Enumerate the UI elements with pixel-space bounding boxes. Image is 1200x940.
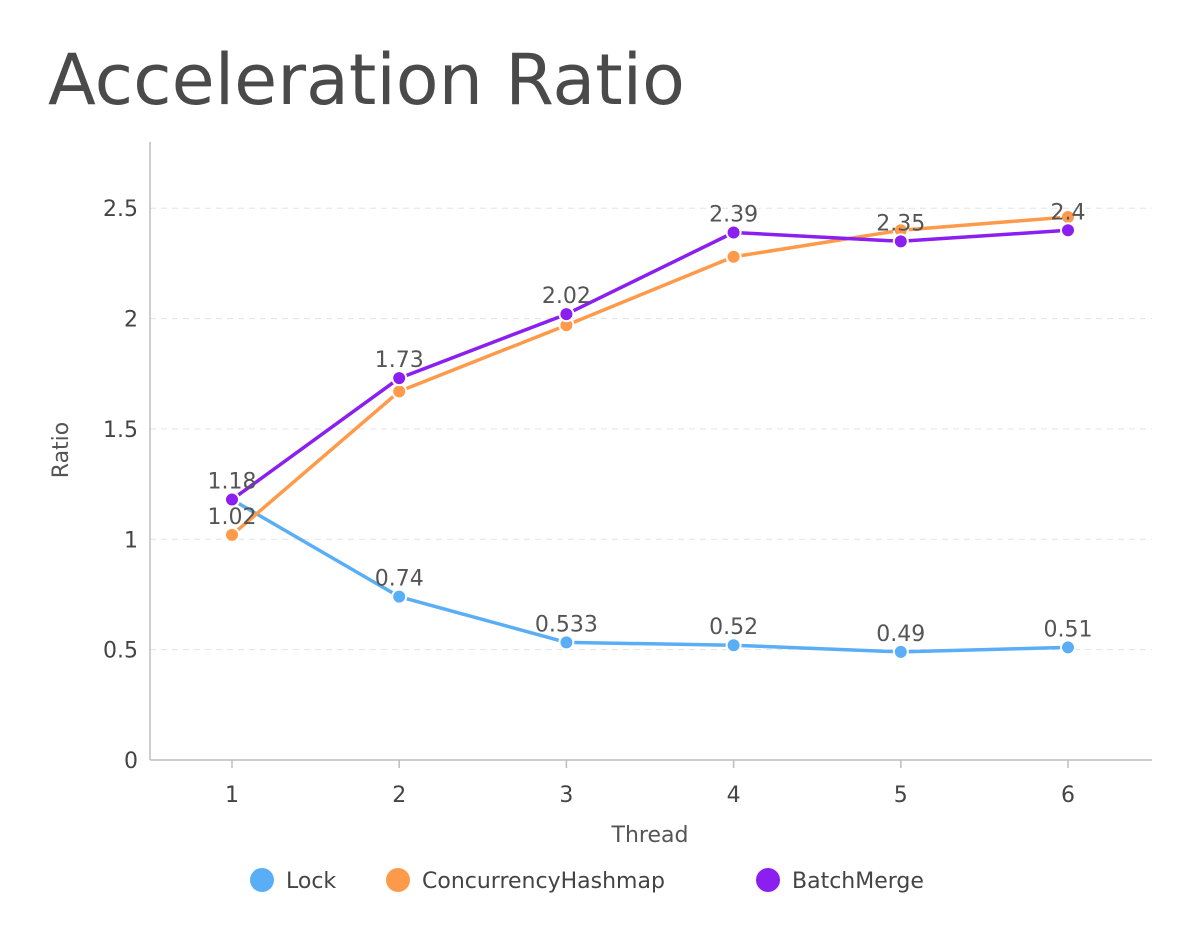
y-tick-label: 1.5 [103, 418, 138, 443]
legend-label: ConcurrencyHashmap [422, 869, 665, 894]
series-line-concurrencyhashmap [230, 215, 1070, 537]
legend: Lock ConcurrencyHashmap BatchMerge [250, 868, 924, 894]
legend-label: Lock [286, 869, 336, 894]
x-axis-title: Thread [611, 823, 689, 848]
data-label-batchmerge: 2.02 [542, 284, 591, 309]
data-labels: 0.74 0.533 0.52 0.49 0.51 1.02 1.18 1.73 2.02 2.3… [208, 200, 1093, 647]
x-tick-label: 3 [559, 783, 573, 808]
legend-marker [250, 868, 274, 892]
x-tick-label: 5 [894, 783, 908, 808]
series-line-batchmerge [230, 228, 1070, 502]
data-label-lock: 0.52 [709, 615, 758, 640]
data-point-lock[interactable] [725, 637, 742, 654]
data-label-batchmerge: 2.4 [1051, 200, 1086, 225]
data-point-batchmerge[interactable] [892, 233, 909, 250]
legend-item-batchmerge[interactable]: BatchMerge [756, 868, 924, 894]
data-point-lock[interactable] [1060, 639, 1076, 656]
y-tick-label: 2.5 [103, 197, 138, 222]
legend-label: BatchMerge [792, 869, 924, 894]
data-label-concurrencyhashmap: 1.02 [208, 505, 257, 530]
grid [150, 207, 1152, 651]
data-point-batchmerge[interactable] [391, 370, 408, 387]
y-tick-label: 0 [124, 749, 138, 774]
y-tick-label: 2 [124, 308, 138, 333]
y-tick-label: 1 [124, 528, 138, 553]
data-point-concurrencyhashmap[interactable] [725, 248, 742, 265]
legend-marker [386, 868, 410, 892]
y-tick-label: 0.5 [103, 639, 138, 664]
data-label-lock: 0.49 [876, 622, 925, 647]
data-point-lock[interactable] [558, 634, 575, 651]
data-label-batchmerge: 1.73 [375, 348, 424, 373]
legend-item-lock[interactable]: Lock [250, 868, 336, 894]
data-point-batchmerge[interactable] [725, 224, 742, 241]
data-label-batchmerge: 2.39 [709, 202, 758, 227]
data-point-concurrencyhashmap[interactable] [224, 526, 240, 543]
series-layer [224, 209, 1076, 660]
x-tick-label: 2 [392, 783, 406, 808]
data-label-lock: 0.533 [535, 612, 598, 637]
axes: 00.511.522.51 2 3 4 5 6 [103, 142, 1152, 808]
data-point-lock[interactable] [892, 643, 909, 660]
legend-item-concurrencyhashmap[interactable]: ConcurrencyHashmap [386, 868, 665, 894]
data-point-lock[interactable] [391, 588, 408, 605]
x-tick-label: 1 [225, 783, 239, 808]
data-label-batchmerge: 1.18 [208, 470, 257, 495]
data-label-lock: 0.74 [375, 567, 424, 592]
y-axis-title: Ratio [49, 422, 74, 478]
data-label-lock: 0.51 [1044, 617, 1093, 642]
data-point-batchmerge[interactable] [558, 306, 575, 323]
data-point-concurrencyhashmap[interactable] [391, 383, 408, 400]
x-tick-label: 4 [727, 783, 741, 808]
data-label-batchmerge: 2.35 [876, 211, 925, 236]
data-point-batchmerge[interactable] [224, 491, 240, 508]
x-tick-label: 6 [1061, 783, 1075, 808]
series-line-lock [230, 497, 1070, 654]
chart-title: Acceleration Ratio [48, 39, 685, 121]
legend-marker [756, 868, 780, 892]
data-point-batchmerge[interactable] [1060, 222, 1076, 239]
